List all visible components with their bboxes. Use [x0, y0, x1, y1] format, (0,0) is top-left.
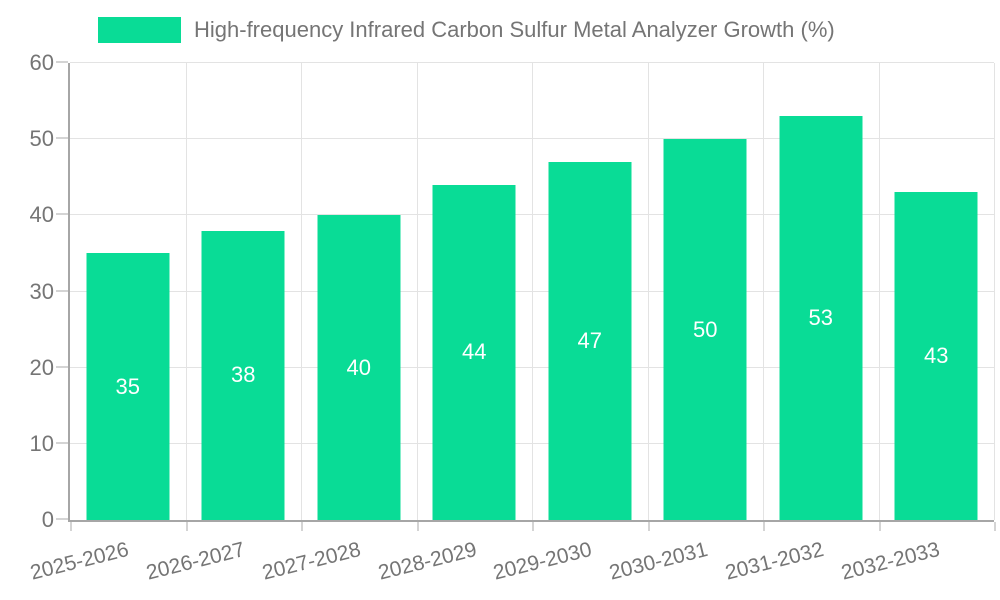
- x-axis-tick: [532, 522, 534, 531]
- x-axis-tick: [994, 522, 996, 531]
- y-tick-label: 30: [29, 278, 54, 304]
- category-label: 2029-2030: [491, 538, 595, 585]
- bar-value-label: 40: [346, 354, 371, 380]
- y-tick-label: 10: [29, 430, 54, 456]
- plot-area: 0 10 20 30 40 50 60 35 38 40 44 47 50 53 43: [30, 52, 996, 531]
- x-axis-tick: [301, 522, 303, 531]
- bar-value-label: 43: [924, 343, 949, 369]
- bar: 40: [317, 215, 401, 520]
- y-axis-tick: [56, 289, 68, 292]
- bar: 44: [432, 184, 516, 520]
- gridline-vertical: [647, 63, 649, 520]
- category-label: 2025-2026: [28, 538, 132, 585]
- category-label: 2030-2031: [607, 538, 711, 585]
- y-axis-tick: [56, 137, 68, 140]
- y-tick-label: 20: [29, 354, 54, 380]
- y-axis-tick: [56, 213, 68, 216]
- bar: 43: [894, 192, 978, 520]
- category-label: 2032-2033: [838, 538, 942, 585]
- legend: High-frequency Infrared Carbon Sulfur Me…: [98, 17, 835, 43]
- bar: 53: [779, 116, 863, 520]
- y-axis-tick: [56, 61, 68, 63]
- gridline-vertical: [185, 63, 187, 520]
- bar-value-label: 53: [808, 305, 833, 331]
- x-axis-tick: [185, 522, 188, 531]
- x-axis-tick: [647, 522, 650, 531]
- legend-label: High-frequency Infrared Carbon Sulfur Me…: [194, 17, 835, 42]
- gridline-vertical: [994, 63, 995, 520]
- gridline-vertical: [763, 63, 764, 520]
- x-axis-tick: [416, 522, 419, 531]
- category-label: 2028-2029: [375, 538, 479, 585]
- gridline-vertical: [301, 63, 302, 520]
- gridline-vertical: [532, 63, 533, 520]
- y-axis-tick: [56, 441, 68, 444]
- bar: 38: [201, 230, 285, 520]
- x-axis-tick: [878, 522, 881, 531]
- gridline-horizontal: [70, 62, 994, 63]
- category-label: 2026-2027: [144, 538, 248, 585]
- category-label: 2031-2032: [722, 538, 826, 585]
- y-tick-label: 50: [29, 126, 54, 152]
- y-tick-label: 40: [29, 202, 54, 228]
- legend-swatch: [98, 17, 181, 43]
- bar-value-label: 38: [231, 362, 256, 388]
- x-axis-labels: 2025-2026 2026-2027 2027-2028 2028-2029 2029…: [28, 538, 994, 598]
- gridline-vertical: [878, 63, 880, 520]
- category-label: 2027-2028: [259, 538, 363, 585]
- x-axis-tick: [763, 522, 765, 531]
- bar-value-label: 35: [115, 373, 140, 399]
- y-tick-label: 0: [41, 507, 54, 532]
- bar-value-label: 44: [462, 339, 487, 365]
- bar-value-label: 50: [693, 316, 718, 342]
- y-axis-tick: [56, 365, 68, 368]
- bar: 50: [663, 139, 747, 520]
- y-axis-tick: [56, 518, 68, 520]
- x-axis-tick: [70, 522, 72, 531]
- bar: 47: [548, 162, 632, 520]
- y-tick-label: 60: [29, 50, 54, 75]
- bar: 35: [86, 253, 170, 520]
- gridline-vertical: [416, 63, 418, 520]
- bar-value-label: 47: [577, 328, 602, 354]
